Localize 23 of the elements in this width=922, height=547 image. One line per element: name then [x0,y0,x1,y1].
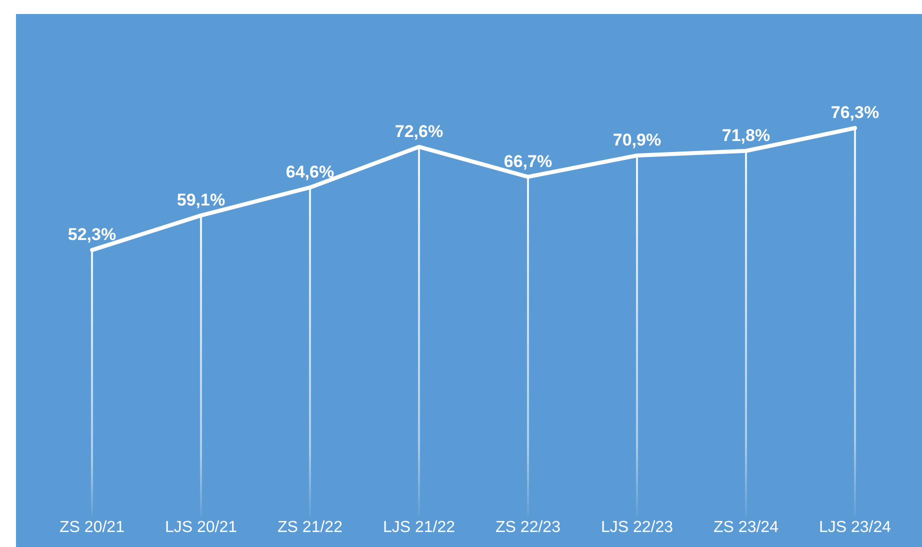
x-tick-label: LJS 22/23 [600,519,674,536]
bar [309,187,311,516]
x-tick-label: LJS 23/24 [818,519,892,536]
x-tick-label: ZS 21/22 [278,519,343,536]
data-label: 71,8% [722,126,770,145]
x-tick-label: ZS 23/24 [714,519,779,536]
data-label: 64,6% [286,162,334,182]
bar [854,128,856,516]
data-label: 70,9% [612,130,662,150]
data-label: 52,3% [68,225,116,244]
bar [527,176,529,516]
data-label: 72,6% [394,122,444,141]
data-label: 76,3% [830,103,880,122]
bar [636,155,638,516]
bar [200,215,202,516]
x-tick-label: LJS 21/22 [382,519,456,536]
bar [91,250,93,516]
x-tick-label: LJS 20/21 [164,519,238,536]
bar [745,150,747,516]
data-label: 59,1% [176,190,226,210]
x-tick-label: ZS 22/23 [496,519,561,536]
data-label: 66,7% [504,152,552,171]
x-tick-label: ZS 20/21 [60,519,125,536]
